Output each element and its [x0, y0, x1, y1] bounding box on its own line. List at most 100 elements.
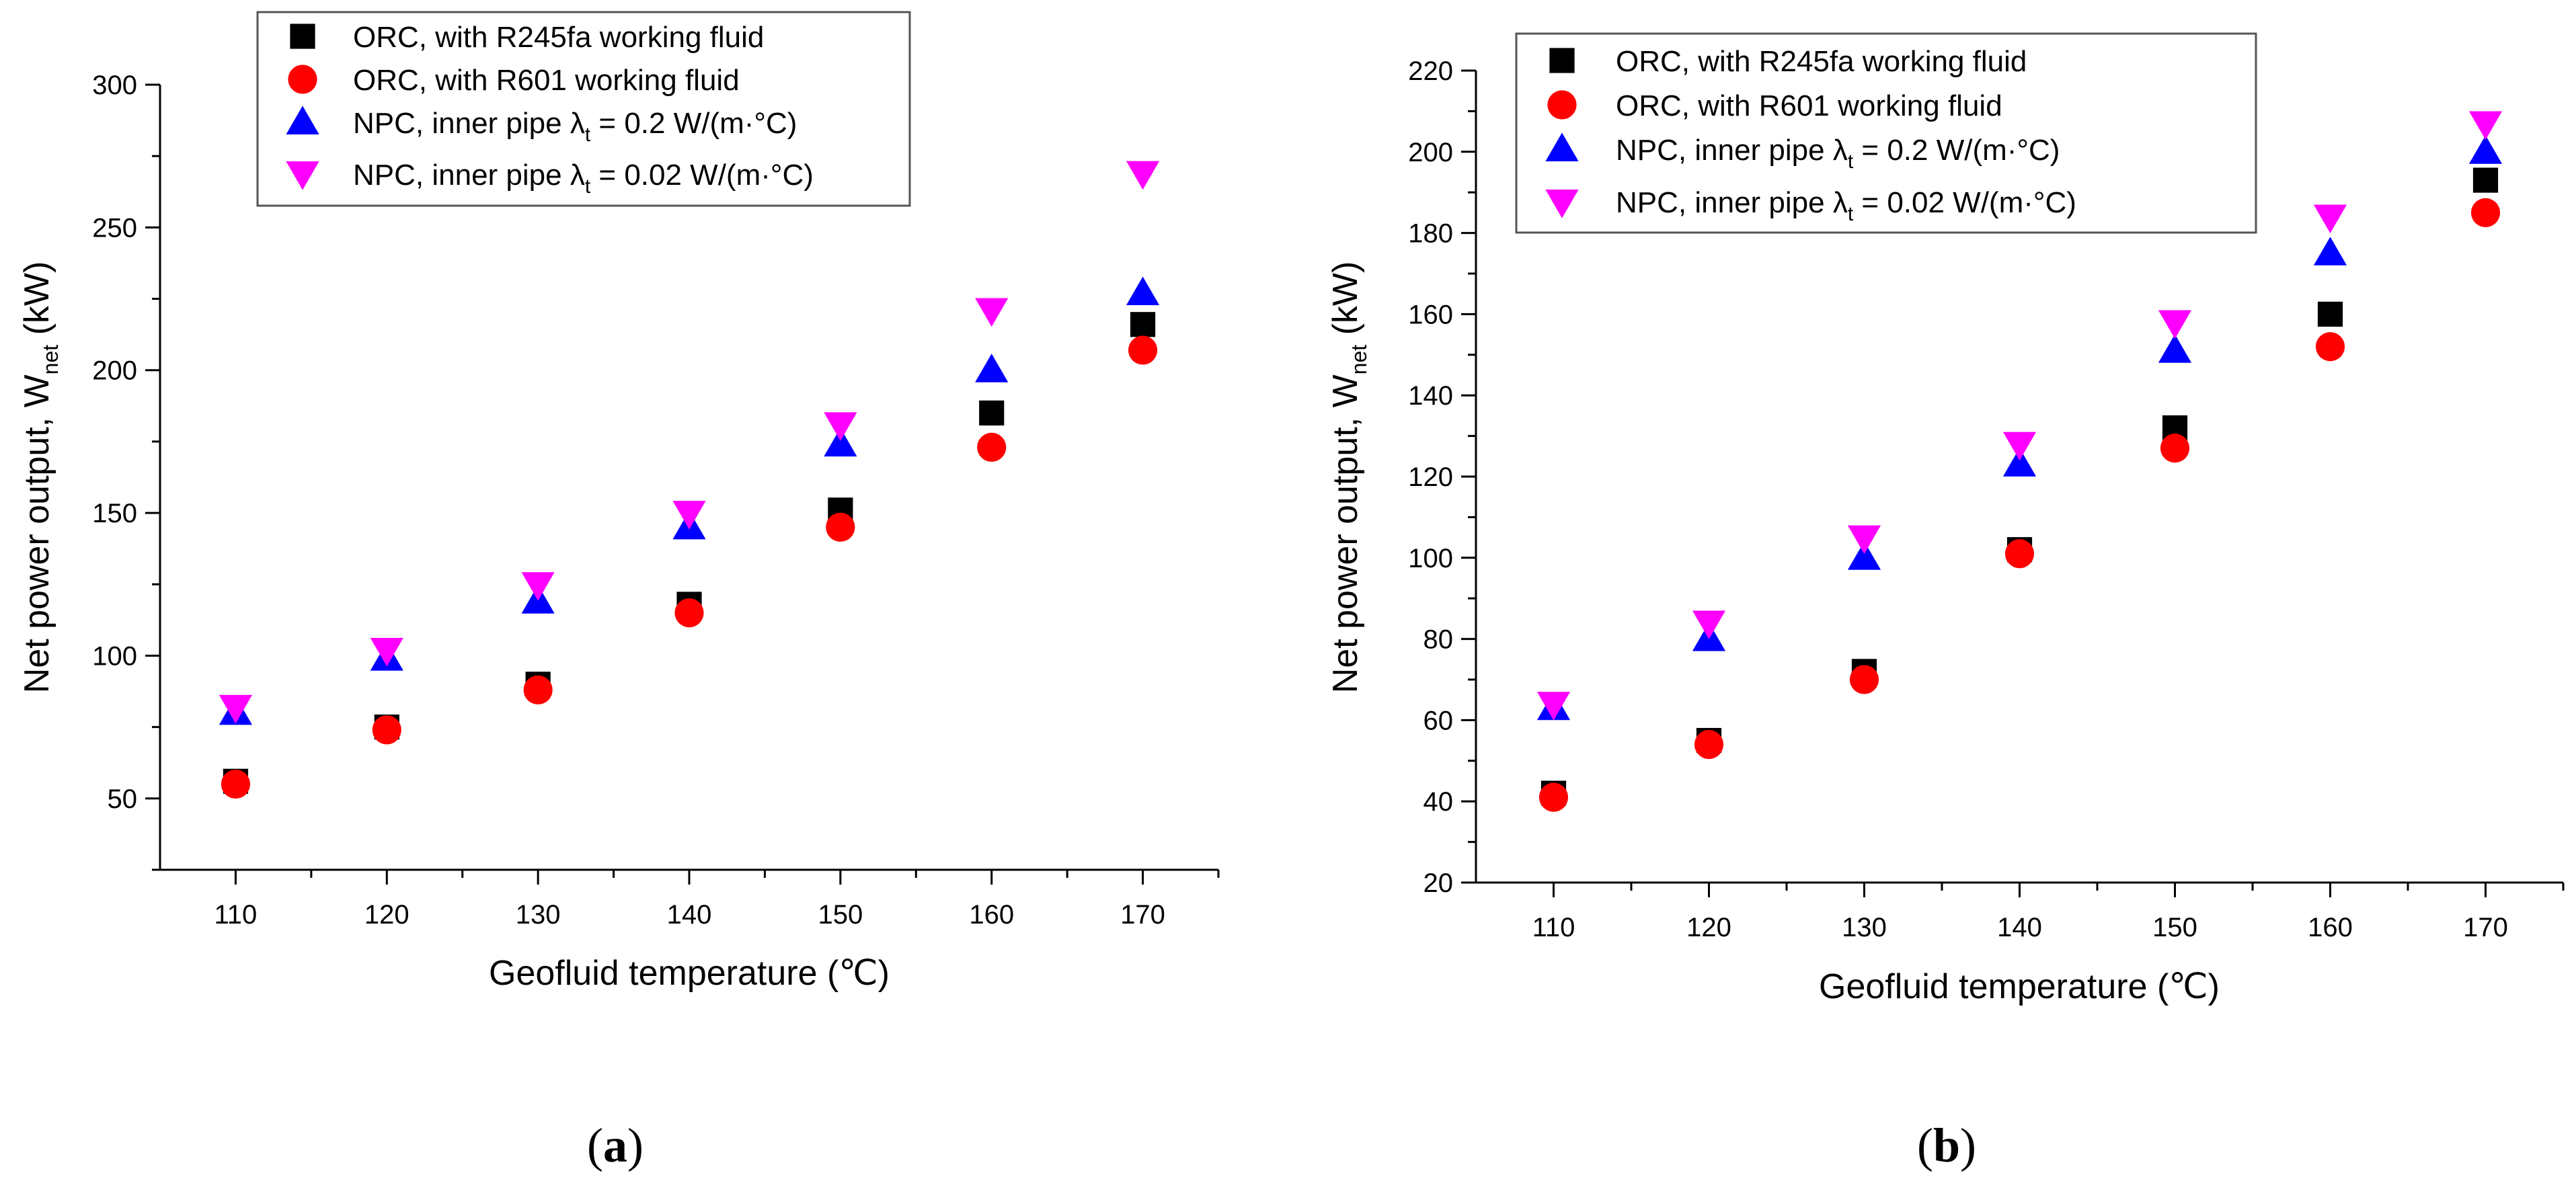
data-point-npc-lambda-02 — [1847, 541, 1881, 570]
data-point-npc-lambda-002 — [2468, 111, 2503, 140]
x-axis-label: Geofluid temperature (℃) — [489, 954, 890, 993]
data-point-npc-lambda-002 — [2002, 432, 2037, 461]
x-tick-label: 130 — [1842, 913, 1887, 942]
y-ticks: 50 100 150 200 250 300 — [92, 71, 160, 871]
data-point-orc-r601 — [977, 432, 1007, 462]
data-point-npc-lambda-02 — [1126, 276, 1160, 306]
data-point-npc-lambda-02 — [2002, 448, 2037, 477]
data-point-orc-r601 — [221, 769, 251, 799]
x-tick-label: 140 — [1997, 913, 2042, 942]
data-point-npc-lambda-002 — [1126, 161, 1160, 190]
data-point-orc-r601 — [372, 715, 401, 745]
x-tick-label: 110 — [1532, 913, 1575, 942]
legend: ORC, with R245fa working fluid ORC, with… — [256, 11, 911, 207]
legend-box — [1515, 32, 2257, 234]
legend-marker-orc-r245fa — [1549, 48, 1575, 73]
data-point-orc-r601 — [523, 675, 553, 705]
legend-entry-2: ORC, with R601 working fluid — [353, 64, 740, 97]
x-tick-label: 120 — [1686, 913, 1731, 942]
y-tick-label: 100 — [1408, 544, 1453, 573]
legend-entry-4: NPC, inner pipe λt = 0.02 W/(m·°C) — [1616, 186, 2076, 225]
legend-marker-npc-lambda-002 — [1545, 190, 1579, 218]
data-point-npc-lambda-002 — [2313, 204, 2347, 234]
y-tick-label: 80 — [1423, 625, 1454, 655]
x-tick-label: 150 — [2152, 913, 2197, 942]
x-ticks: 110 120 130 140 150 160 170 — [214, 870, 1220, 930]
chart-panel-b: 110 120 130 140 150 160 170 204060801001201401… — [1326, 32, 2565, 1172]
y-tick-label: 160 — [1408, 300, 1453, 329]
data-point-npc-lambda-002 — [2158, 310, 2192, 339]
legend-box — [256, 11, 911, 207]
legend-entry-4: NPC, inner pipe λt = 0.02 W/(m·°C) — [353, 159, 814, 198]
y-tick-label: 250 — [92, 213, 137, 243]
data-point-orc-r245fa — [979, 400, 1005, 426]
data-point-orc-r601 — [1538, 782, 1569, 812]
legend-entry-1: ORC, with R245fa working fluid — [353, 21, 764, 54]
y-tick-label: 200 — [92, 356, 137, 386]
data-point-orc-r601 — [2160, 434, 2190, 463]
data-point-orc-r601 — [674, 598, 704, 628]
legend-marker-orc-r601 — [288, 65, 317, 94]
panel-label-a: (a) — [587, 1118, 643, 1172]
legend-entry-3: NPC, inner pipe λt = 0.2 W/(m·°C) — [1616, 134, 2060, 173]
y-tick-label: 150 — [92, 499, 137, 528]
y-ticks: 20 40 60 80 100 120 140 160 180 200 220 — [1408, 56, 1476, 898]
data-point-npc-lambda-002 — [370, 637, 403, 667]
data-point-orc-r245fa — [1130, 312, 1156, 337]
y-tick-label: 300 — [92, 71, 137, 100]
data-point-orc-r601 — [826, 512, 855, 542]
x-tick-label: 170 — [2463, 913, 2508, 942]
x-ticks: 110 120 130 140 150 160 170 — [1532, 883, 2565, 942]
legend-marker-orc-r245fa — [290, 24, 315, 49]
data-point-orc-r601 — [2470, 198, 2501, 227]
y-tick-label: 200 — [1408, 138, 1453, 167]
data-point-npc-lambda-002 — [672, 501, 706, 530]
x-tick-label: 120 — [364, 900, 409, 930]
x-axis-label: Geofluid temperature (℃) — [1819, 967, 2220, 1006]
y-tick-label: 180 — [1408, 219, 1453, 249]
legend-entry-2: ORC, with R601 working fluid — [1616, 89, 2002, 122]
data-point-npc-lambda-002 — [1536, 692, 1571, 721]
legend-marker-npc-lambda-02 — [286, 106, 319, 134]
y-tick-label: 60 — [1423, 706, 1454, 735]
legend: ORC, with R245fa working fluid ORC, with… — [1515, 32, 2257, 234]
x-tick-label: 110 — [214, 900, 258, 930]
data-points — [1536, 111, 2503, 812]
data-point-orc-r245fa — [2472, 167, 2499, 193]
data-point-npc-lambda-02 — [2158, 334, 2192, 363]
data-point-npc-lambda-02 — [824, 427, 857, 457]
x-tick-label: 160 — [2308, 913, 2353, 942]
y-tick-label: 140 — [1408, 381, 1453, 411]
data-point-npc-lambda-02 — [2313, 237, 2347, 266]
legend-marker-orc-r601 — [1547, 90, 1577, 120]
data-point-npc-lambda-002 — [824, 412, 857, 442]
data-point-npc-lambda-002 — [975, 298, 1009, 327]
data-point-npc-lambda-002 — [521, 572, 555, 601]
y-tick-label: 100 — [92, 641, 137, 671]
data-point-npc-lambda-02 — [2468, 135, 2503, 164]
legend-markers — [286, 24, 319, 190]
legend-entry-3: NPC, inner pipe λt = 0.2 W/(m·°C) — [353, 107, 797, 146]
x-tick-label: 130 — [516, 900, 561, 930]
data-point-orc-r245fa — [2317, 301, 2343, 327]
legend-entry-1: ORC, with R245fa working fluid — [1616, 45, 2027, 78]
x-tick-label: 170 — [1120, 900, 1165, 930]
x-tick-label: 150 — [818, 900, 863, 930]
data-points — [219, 161, 1160, 799]
legend-markers — [1545, 48, 1579, 218]
x-tick-label: 160 — [969, 900, 1014, 930]
data-point-npc-lambda-002 — [1692, 610, 1726, 640]
legend-marker-npc-lambda-02 — [1545, 132, 1579, 161]
y-axis-label: Net power output, Wnet (kW) — [17, 261, 63, 694]
data-point-orc-r601 — [2315, 332, 2345, 362]
data-point-npc-lambda-02 — [975, 354, 1009, 382]
legend-marker-npc-lambda-002 — [286, 161, 319, 190]
chart-panel-a: 110 120 130 140 150 160 170 50100150200250300 … — [17, 11, 1220, 1172]
data-point-orc-r601 — [1128, 335, 1158, 365]
data-point-orc-r601 — [2004, 539, 2035, 569]
y-tick-label: 40 — [1423, 787, 1454, 817]
x-tick-label: 140 — [667, 900, 712, 930]
y-axis-label: Net power output, Wnet (kW) — [1326, 261, 1371, 694]
panel-label-b: (b) — [1917, 1118, 1976, 1172]
